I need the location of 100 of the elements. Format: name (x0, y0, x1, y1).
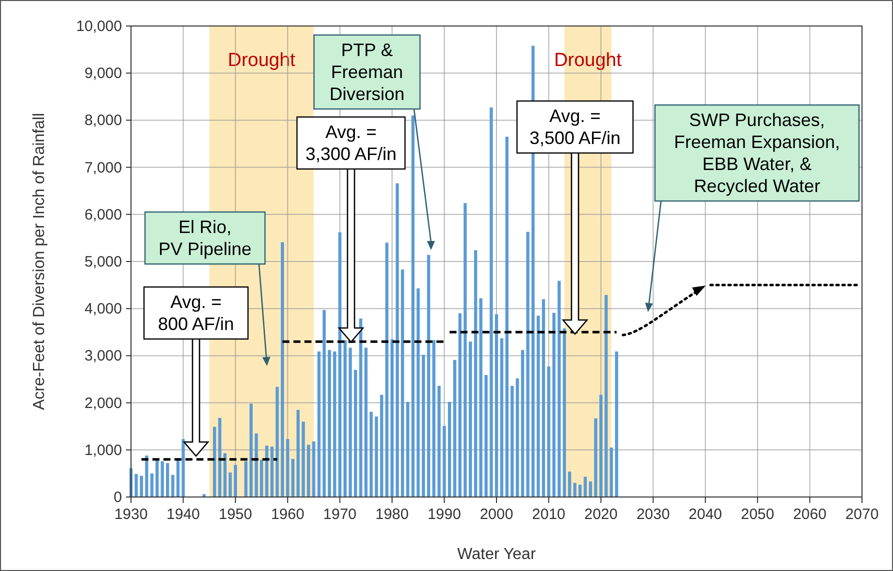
bar (578, 484, 582, 497)
bar (464, 203, 467, 497)
bar (296, 410, 300, 497)
bar (442, 426, 446, 497)
x-axis-title: Water Year (457, 546, 536, 563)
bar (427, 254, 430, 497)
bar (338, 232, 342, 497)
bar (479, 298, 482, 497)
bar (134, 474, 138, 497)
bar (400, 270, 404, 497)
bar (573, 482, 576, 497)
bar (542, 299, 546, 497)
annotation: Avg. = 3,500 AF/in (529, 106, 621, 148)
bar (359, 318, 362, 497)
bar (568, 472, 572, 497)
bar (516, 378, 519, 497)
bar (547, 366, 550, 497)
bar (604, 294, 608, 497)
x-tick-label: 2030 (636, 506, 670, 523)
bar (588, 481, 592, 497)
bar (411, 115, 415, 497)
x-tick-label: 2070 (845, 506, 879, 523)
bar (438, 386, 441, 497)
y-tick-label: 0 (114, 489, 122, 506)
bar (234, 464, 237, 497)
bar (599, 394, 602, 497)
bar (510, 386, 514, 497)
bar (333, 351, 336, 497)
bar (380, 394, 384, 497)
band-label: Drought (554, 50, 622, 71)
x-tick-label: 1950 (218, 506, 252, 523)
y-tick-label: 4,000 (84, 300, 122, 318)
bar (364, 348, 368, 497)
x-tick-label: 1990 (428, 506, 461, 523)
x-tick-label: 2020 (584, 506, 618, 523)
annotation: SWP Purchases, Freeman Expansion, EBB Water, & Recycled Water (674, 110, 840, 196)
bar (182, 439, 185, 497)
bar (228, 472, 232, 497)
bar (458, 313, 462, 497)
annotation: Avg. = 3,300 AF/in (305, 122, 397, 164)
bar (223, 453, 227, 497)
x-tick-label: 2040 (688, 506, 722, 523)
bar (280, 242, 284, 497)
y-tick-label: 1,000 (84, 442, 122, 459)
bar (344, 340, 347, 497)
y-tick-label: 6,000 (84, 206, 122, 224)
bar (286, 439, 290, 497)
bar (212, 426, 216, 497)
y-axis-title: Acre-Feet of Diversion per Inch of Rainfall (31, 112, 48, 410)
x-tick-label: 1970 (323, 506, 357, 523)
bar (354, 370, 358, 497)
y-tick-label: 5,000 (84, 254, 122, 270)
bar (615, 351, 618, 497)
bar (160, 461, 164, 497)
bar (150, 473, 154, 497)
bar (526, 232, 530, 497)
bar (521, 350, 524, 497)
bar (468, 342, 472, 497)
x-tick-label: 1980 (375, 506, 409, 523)
y-tick-label: 8,000 (84, 112, 122, 130)
x-tick-label: 2010 (532, 506, 566, 523)
bar (328, 350, 331, 497)
x-tick-label: 2060 (793, 506, 826, 523)
bar (312, 441, 316, 497)
bar (348, 348, 352, 497)
bar (432, 340, 436, 497)
annotation: El Rio, PV Pipeline (158, 217, 252, 259)
bar (260, 460, 264, 497)
band-label: Drought (228, 50, 296, 71)
bar (584, 476, 587, 497)
x-tick-label: 1960 (270, 506, 304, 523)
bar (276, 386, 279, 497)
bar (500, 338, 504, 497)
bar (390, 339, 394, 497)
x-tick-label: 1930 (114, 506, 148, 523)
y-tick-label: 3,000 (84, 348, 122, 365)
bar (374, 416, 378, 497)
bar (558, 280, 561, 497)
bar (270, 446, 274, 497)
bar (322, 310, 326, 497)
x-tick-label: 1940 (166, 506, 200, 523)
bar (244, 461, 248, 497)
x-tick-label: 2050 (740, 506, 774, 523)
bar (552, 312, 556, 497)
annotation: Avg. = 800 AF/in (158, 292, 234, 334)
bar (562, 328, 566, 497)
bar (536, 316, 540, 497)
bar (474, 250, 478, 497)
bar (490, 107, 493, 497)
bar (140, 476, 144, 497)
bar (166, 463, 170, 497)
bar (610, 448, 613, 497)
bar (453, 360, 456, 497)
bar (370, 412, 373, 497)
bar (494, 314, 498, 497)
bar (291, 458, 294, 497)
bar (484, 375, 488, 497)
y-tick-label: 7,000 (84, 159, 122, 176)
bar (250, 404, 253, 497)
bar (171, 474, 174, 497)
